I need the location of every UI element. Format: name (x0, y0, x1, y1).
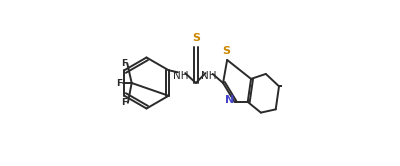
Text: F: F (121, 59, 127, 68)
Text: F: F (116, 79, 122, 87)
Text: S: S (192, 33, 200, 43)
Text: N: N (225, 95, 234, 105)
Text: NH: NH (173, 71, 189, 81)
Text: F: F (122, 98, 128, 107)
Text: S: S (222, 46, 230, 56)
Text: NH: NH (201, 71, 217, 81)
